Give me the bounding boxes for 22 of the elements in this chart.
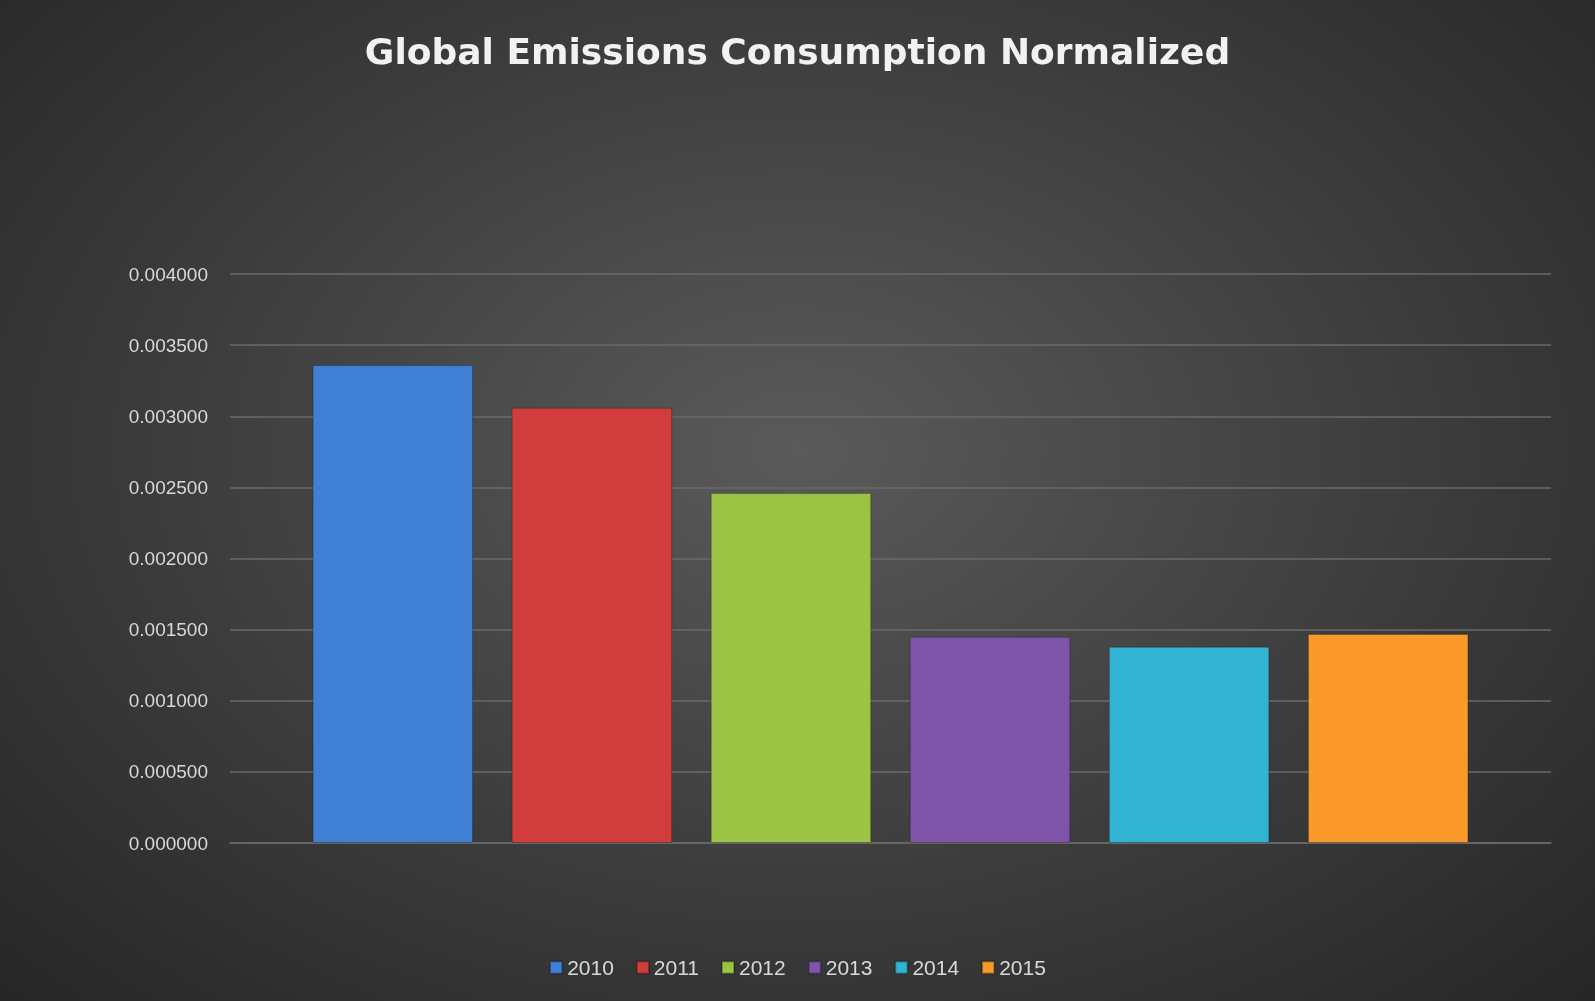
- y-tick-label: 0.003000: [128, 405, 208, 427]
- legend-label: 2010: [567, 956, 614, 979]
- y-tick-label: 0.001500: [128, 619, 208, 641]
- legend-label: 2013: [825, 956, 873, 979]
- legend-label: 2014: [912, 956, 960, 979]
- bar: [312, 365, 474, 843]
- y-tick-label: 0.001000: [128, 690, 208, 712]
- y-tick-label: 0.002500: [128, 476, 208, 498]
- y-tick-label: 0.003500: [128, 334, 208, 356]
- legend-label: 2011: [653, 956, 700, 979]
- bar: [1307, 633, 1469, 843]
- bar: [511, 407, 673, 843]
- bar: [710, 493, 872, 843]
- bar: [1108, 646, 1270, 843]
- bar: [909, 636, 1071, 843]
- chart-title: Global Emissions Consumption Normalized: [364, 30, 1231, 72]
- y-tick-label: 0.004000: [128, 263, 208, 285]
- legend-label: 2015: [999, 956, 1046, 979]
- y-tick-label: 0.002000: [128, 548, 208, 569]
- y-tick-label: 0.000500: [128, 761, 208, 783]
- legend-label: 2012: [739, 956, 786, 979]
- y-tick-label: 0.000000: [128, 832, 208, 854]
